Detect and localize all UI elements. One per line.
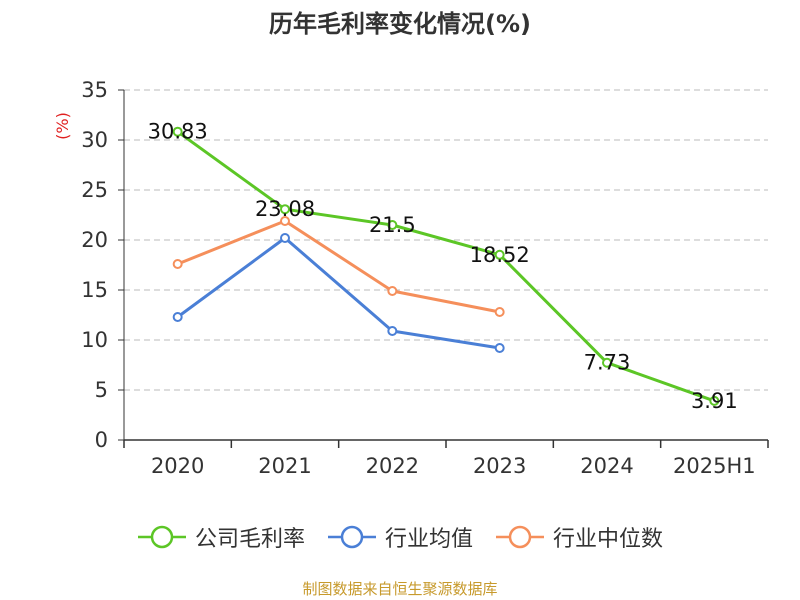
legend-marker-icon <box>137 525 186 549</box>
x-tick-label: 2023 <box>473 454 526 478</box>
y-tick-label: 20 <box>81 228 108 252</box>
data-point[interactable] <box>494 249 505 260</box>
series-line <box>176 219 502 314</box>
source-note: 制图数据来自恒生聚源数据库 <box>302 580 498 598</box>
data-point[interactable] <box>709 395 720 406</box>
data-point[interactable] <box>387 326 398 336</box>
y-tick-label: 35 <box>81 78 108 102</box>
legend-item[interactable]: 行业均值 <box>327 521 473 553</box>
chart-title: 历年毛利率变化情况(%) <box>269 10 531 38</box>
x-tick-label: 2021 <box>258 454 311 478</box>
legend-label: 行业中位数 <box>553 527 664 552</box>
x-tick-label: 2025H1 <box>673 454 756 478</box>
chart-legend: 公司毛利率 行业均值 行业中位数 <box>0 520 800 554</box>
y-tick-label: 30 <box>81 128 108 152</box>
y-axis-label: (%) <box>53 112 72 140</box>
series-line <box>176 130 716 403</box>
data-label: 7.73 <box>584 351 631 375</box>
y-tick-label: 10 <box>81 328 108 352</box>
axes: 0 5 10 15 20 25 30 35 2020 2021 2022 2023 2024 2025H1… <box>53 78 769 478</box>
x-tick-label: 2024 <box>580 454 633 478</box>
data-point[interactable] <box>280 216 290 226</box>
data-point[interactable] <box>280 233 290 243</box>
legend-item[interactable]: 行业中位数 <box>495 521 663 553</box>
legend-item[interactable]: 公司毛利率 <box>137 521 305 553</box>
y-tick-label: 25 <box>81 178 108 202</box>
x-tick-label: 2022 <box>366 454 419 478</box>
data-label: 3.91 <box>691 389 738 413</box>
y-tick-label: 15 <box>81 278 108 302</box>
data-label: 30.83 <box>148 120 208 144</box>
data-point[interactable] <box>387 220 398 230</box>
data-label: 18.52 <box>470 243 530 267</box>
data-point[interactable] <box>602 357 612 368</box>
legend-marker-icon <box>496 525 544 549</box>
data-point[interactable] <box>280 204 290 215</box>
data-point[interactable] <box>172 259 183 269</box>
data-labels: 30.83 23.08 21.5 18.52 7.73 3.91 <box>148 120 738 413</box>
data-point[interactable] <box>172 312 183 322</box>
data-label: 21.5 <box>369 213 416 237</box>
legend-label: 行业均值 <box>384 527 473 552</box>
y-tick-label: 5 <box>95 378 108 402</box>
series-line <box>176 236 502 350</box>
data-point[interactable] <box>387 286 398 296</box>
x-tick-label: 2020 <box>151 454 204 478</box>
y-tick-label: 0 <box>95 428 108 452</box>
legend-marker-icon <box>327 525 376 549</box>
data-label: 23.08 <box>255 197 315 221</box>
data-point[interactable] <box>172 126 183 137</box>
data-point[interactable] <box>494 307 505 317</box>
data-point[interactable] <box>494 343 505 353</box>
legend-label: 公司毛利率 <box>194 527 305 552</box>
series-lines <box>172 126 720 406</box>
